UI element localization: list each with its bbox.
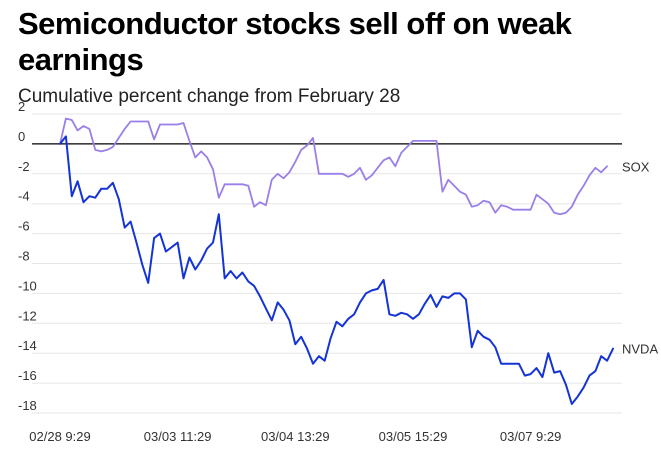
x-tick-label: 02/28 9:29 xyxy=(29,429,90,444)
y-tick-label: -16 xyxy=(18,368,37,383)
y-tick-label: 2 xyxy=(18,99,25,114)
chart-title: Semiconductor stocks sell off on weak ea… xyxy=(18,6,572,77)
y-tick-label: 0 xyxy=(18,129,25,144)
chart-series: SOX NVDA xyxy=(59,117,658,405)
y-tick-label: -12 xyxy=(18,308,37,323)
x-tick-label: 03/05 15:29 xyxy=(379,429,448,444)
series-label-sox: SOX xyxy=(622,159,650,174)
y-axis-ticks: 2 0 -2 -4 -6 -8 -10 -12 -14 -16 -18 xyxy=(18,99,37,413)
y-tick-label: -14 xyxy=(18,338,37,353)
chart-subtitle: Cumulative percent change from February … xyxy=(18,86,401,107)
series-label-nvda: NVDA xyxy=(622,342,658,357)
y-tick-label: -8 xyxy=(18,249,30,264)
series-line-nvda xyxy=(59,135,614,405)
y-tick-label: -18 xyxy=(18,398,37,413)
x-axis-ticks: 02/28 9:29 03/03 11:29 03/04 13:29 03/05 15… xyxy=(29,429,561,444)
x-tick-label: 03/04 13:29 xyxy=(261,429,330,444)
series-line-sox xyxy=(59,117,608,216)
y-tick-label: -2 xyxy=(18,159,30,174)
y-tick-label: -4 xyxy=(18,189,30,204)
y-tick-label: -6 xyxy=(18,219,30,234)
y-tick-label: -10 xyxy=(18,278,37,293)
x-tick-label: 03/03 11:29 xyxy=(144,429,212,444)
chart-gridlines xyxy=(32,113,622,414)
x-tick-label: 03/07 9:29 xyxy=(500,429,561,444)
